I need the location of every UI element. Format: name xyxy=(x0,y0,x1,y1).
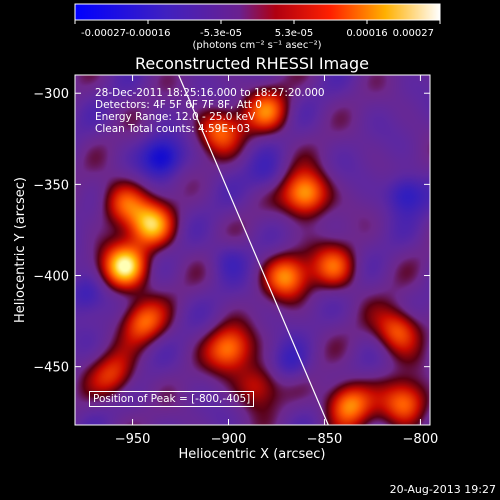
info-energy-range: Energy Range: 12.0 - 25.0 keV xyxy=(95,111,256,123)
limb-line xyxy=(178,74,329,426)
colorbar-tick-label: 5.3e-05 xyxy=(275,28,313,39)
colorbar-tick-label: -0.00016 xyxy=(126,28,171,39)
plot-frame xyxy=(74,74,431,426)
x-tick-label: −800 xyxy=(403,432,439,447)
heatmap-image xyxy=(75,75,430,425)
x-tick-label: −900 xyxy=(211,432,247,447)
x-axis-label: Heliocentric X (arcsec) xyxy=(179,447,326,462)
y-tick-label: −300 xyxy=(33,87,69,102)
info-detectors: Detectors: 4F 5F 6F 7F 8F, Att 0 xyxy=(95,99,262,111)
chart-title: Reconstructed RHESSI Image xyxy=(135,54,369,73)
x-tick-label: −850 xyxy=(307,432,343,447)
info-clean-counts: Clean Total counts: 4.59E+03 xyxy=(95,123,251,135)
info-time-range: 28-Dec-2011 18:25:16.000 to 18:27:20.000 xyxy=(95,87,325,99)
y-axis-label: Heliocentric Y (arcsec) xyxy=(13,177,28,323)
colorbar-tick-label: -5.3e-05 xyxy=(200,28,242,39)
x-tick-label: −950 xyxy=(115,432,151,447)
colorbar-units: (photons cm⁻² s⁻¹ asec⁻²) xyxy=(192,40,321,51)
colorbar-tick-label: -0.00027 xyxy=(81,28,126,39)
colorbar: -0.00027 -0.00016 -5.3e-05 5.3e-05 0.00016 0.… xyxy=(74,3,441,51)
footer-date: 20-Aug-2013 19:27 xyxy=(389,483,496,496)
y-tick-label: −400 xyxy=(33,270,69,285)
colorbar-tick-label: 0.00027 xyxy=(393,28,434,39)
y-tick-label: −350 xyxy=(33,178,69,193)
y-tick-label: −450 xyxy=(33,361,69,376)
colorbar-gradient xyxy=(74,3,441,21)
peak-position-label: Position of Peak = [-800,-405] xyxy=(89,391,255,407)
heatmap-plot-area: 28-Dec-2011 18:25:16.000 to 18:27:20.000… xyxy=(75,75,430,425)
colorbar-tick-label: 0.00016 xyxy=(346,28,387,39)
